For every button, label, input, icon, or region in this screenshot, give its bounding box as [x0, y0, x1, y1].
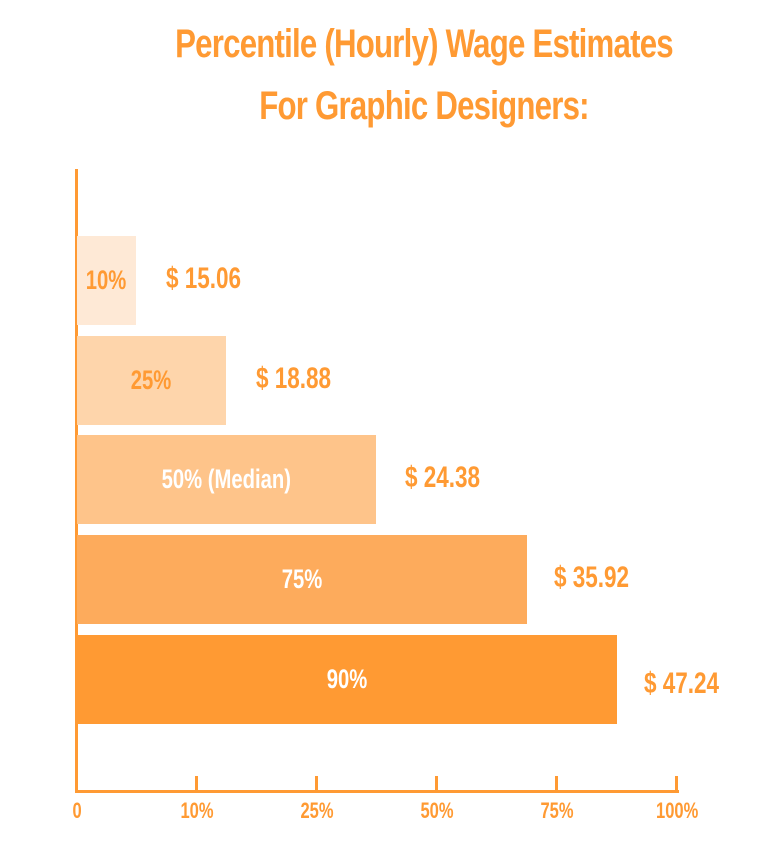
bar-value-label: $ 18.88	[256, 362, 332, 395]
x-axis-line	[75, 790, 679, 793]
x-tick-label: 75%	[540, 798, 574, 823]
bar-75th-percentile: 75%	[77, 535, 527, 624]
x-tick-label: 25%	[300, 798, 334, 823]
x-tick-label: 100%	[655, 798, 699, 823]
bar-10th-percentile: 10%	[77, 236, 136, 325]
x-tick	[315, 776, 318, 792]
bar-value-label: $ 24.38	[405, 461, 481, 494]
y-axis-line	[75, 169, 78, 793]
bar-label: 75%	[281, 564, 323, 594]
bar-label: 50% (Median)	[161, 464, 292, 494]
bar-25th-percentile: 25%	[77, 336, 226, 425]
x-tick-label: 0	[72, 798, 82, 823]
x-tick-label: 50%	[420, 798, 454, 823]
x-tick	[555, 776, 558, 792]
x-tick-label: 10%	[180, 798, 214, 823]
x-tick	[195, 776, 198, 792]
x-tick	[675, 776, 678, 792]
bar-90th-percentile: 90%	[77, 635, 617, 724]
bar-value-label: $ 47.24	[644, 667, 720, 700]
bar-label: 10%	[86, 265, 127, 295]
bar-50th-percentile: 50% (Median)	[77, 435, 376, 524]
bar-label: 25%	[131, 365, 172, 395]
bar-label: 90%	[326, 664, 368, 694]
bar-value-label: $ 15.06	[166, 262, 242, 295]
x-tick	[435, 776, 438, 792]
bar-value-label: $ 35.92	[554, 561, 630, 594]
chart-title-line-2: For Graphic Designers:	[259, 84, 589, 128]
chart-title-line-1: Percentile (Hourly) Wage Estimates	[175, 22, 673, 66]
